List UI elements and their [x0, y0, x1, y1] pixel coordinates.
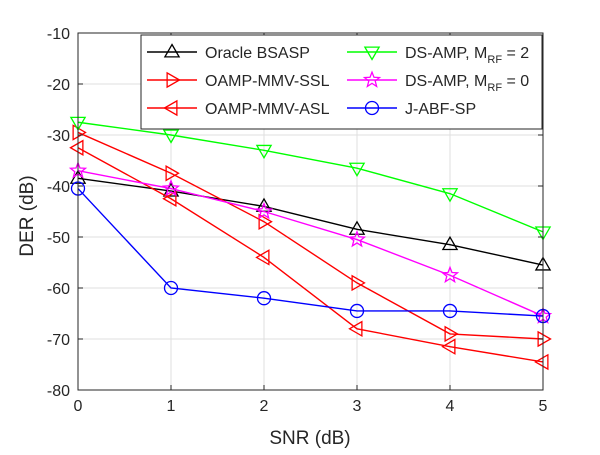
x-tick-label: 5 [539, 398, 548, 415]
legend: Oracle BSASP OAMP-MMV-SSL OAMP-MMV-ASL DS-A… [140, 34, 543, 130]
data-point [348, 220, 366, 235]
series-line [77, 177, 544, 266]
series-line [77, 188, 544, 317]
y-tick-label: -60 [47, 281, 70, 298]
data-point [534, 353, 549, 371]
legend-marker [163, 43, 181, 58]
x-tick-label: 0 [74, 398, 83, 415]
x-axis-label: SNR (dB) [269, 428, 350, 449]
series-line [77, 131, 544, 340]
data-point [347, 229, 367, 248]
y-tick-label: -10 [47, 26, 70, 43]
legend-marker [163, 99, 178, 117]
legend-label: OAMP-MMV-SSL [205, 73, 330, 90]
plot-series [68, 116, 553, 371]
data-point [441, 188, 459, 203]
x-tick-label: 4 [446, 398, 455, 415]
x-tick-label: 3 [353, 398, 362, 415]
legend-item: OAMP-MMV-SSL [147, 71, 330, 90]
y-tick-label: -80 [47, 383, 70, 400]
y-tick-label: -50 [47, 230, 70, 247]
y-tick-label: -20 [47, 77, 70, 94]
series-line [77, 147, 544, 363]
series-line [77, 121, 544, 233]
data-point [161, 178, 181, 197]
legend-item: J-ABF-SP [347, 100, 476, 118]
data-point [444, 325, 459, 343]
data-point [255, 249, 270, 266]
legend-item: Oracle BSASP [147, 43, 310, 62]
x-tick-label: 2 [260, 398, 269, 415]
series-2 [69, 139, 549, 371]
legend-item: DS-AMP, MRF = 2 [347, 45, 529, 66]
legend-item: OAMP-MMV-ASL [147, 99, 330, 118]
data-point [69, 139, 84, 156]
data-point [162, 129, 180, 144]
data-point [349, 303, 365, 319]
legend-marker [363, 46, 381, 61]
data-point [441, 235, 459, 251]
data-point [351, 274, 366, 292]
data-point [162, 190, 177, 207]
legend-marker [166, 71, 181, 89]
y-tick-label: -40 [47, 179, 70, 196]
data-point [256, 291, 272, 306]
legend-marker [362, 70, 382, 88]
data-point [255, 144, 273, 160]
legend-label: DS-AMP, MRF = 2 [405, 45, 529, 66]
legend-item: DS-AMP, MRF = 0 [347, 70, 529, 94]
data-point [254, 201, 274, 220]
data-point [163, 280, 179, 296]
data-point [441, 338, 456, 355]
legend-box [140, 34, 543, 130]
data-point [165, 165, 180, 182]
legend-label: DS-AMP, MRF = 0 [405, 73, 529, 94]
data-point [348, 162, 366, 177]
legend-label: OAMP-MMV-ASL [205, 101, 330, 118]
legend-label: Oracle BSASP [205, 45, 310, 62]
legend-label: J-ABF-SP [405, 101, 476, 118]
data-point [348, 320, 363, 338]
legend-marker [364, 100, 380, 116]
data-point [72, 124, 87, 141]
y-tick-label: -70 [47, 332, 70, 349]
data-point [442, 303, 458, 319]
axes: 0 1 2 3 4 5 -80 -70 -60 -50 -40 -30 -20 -10 [47, 26, 548, 415]
axes-frame [77, 32, 544, 391]
data-point [258, 213, 273, 230]
series-line [77, 170, 544, 317]
y-tick-label: -30 [47, 128, 70, 145]
data-point [440, 265, 460, 284]
y-axis-label: DER (dB) [17, 175, 38, 256]
x-tick-label: 1 [167, 398, 176, 415]
